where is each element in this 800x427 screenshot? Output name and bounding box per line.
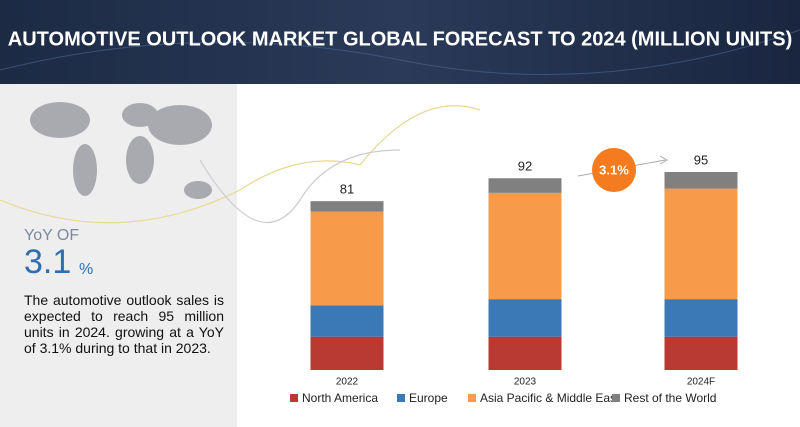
bar-segment xyxy=(664,336,738,370)
x-tick-label: 2024F xyxy=(687,377,715,388)
growth-bubble xyxy=(592,148,636,192)
yoy-value: 3.1 xyxy=(24,243,71,281)
bar-segment xyxy=(310,305,384,337)
legend-swatch xyxy=(468,394,476,402)
bar-segment xyxy=(488,192,562,300)
total-label: 81 xyxy=(340,182,354,197)
chart-title: AUTOMOTIVE OUTLOOK MARKET GLOBAL FORECAS… xyxy=(8,28,792,50)
decor-curve xyxy=(199,149,401,224)
legend-swatch xyxy=(290,394,298,402)
total-label: 95 xyxy=(694,152,708,167)
legend-label: Europe xyxy=(409,391,448,405)
bar-segment xyxy=(664,299,738,337)
yoy-unit: % xyxy=(79,261,93,278)
x-tick-label: 2022 xyxy=(336,377,359,388)
growth-arrow-head xyxy=(659,155,669,165)
bar-segment xyxy=(488,336,562,370)
bar-segment xyxy=(310,336,384,370)
legend-swatch xyxy=(612,394,620,402)
header-decor xyxy=(0,29,800,76)
legend-swatch xyxy=(397,394,405,402)
x-tick-label: 2023 xyxy=(514,377,537,388)
bar-segment xyxy=(664,172,738,189)
legend-label: North America xyxy=(302,391,378,405)
legend-label: Rest of the World xyxy=(624,391,716,405)
header-band xyxy=(0,0,800,84)
bar-segment xyxy=(664,188,738,300)
legend-label: Asia Pacific & Middle East xyxy=(480,391,620,405)
growth-annotation: 3.1% xyxy=(599,162,629,177)
bar-segment xyxy=(310,201,384,212)
decor-curve xyxy=(0,105,481,224)
bar-segment xyxy=(310,211,384,306)
bar-segment xyxy=(488,178,562,193)
description: The automotive outlook sales is expected… xyxy=(24,292,224,356)
yoy-label: YoY OF xyxy=(24,227,79,244)
bar-segment xyxy=(488,299,562,337)
world-map xyxy=(30,102,212,199)
total-label: 92 xyxy=(518,159,532,174)
